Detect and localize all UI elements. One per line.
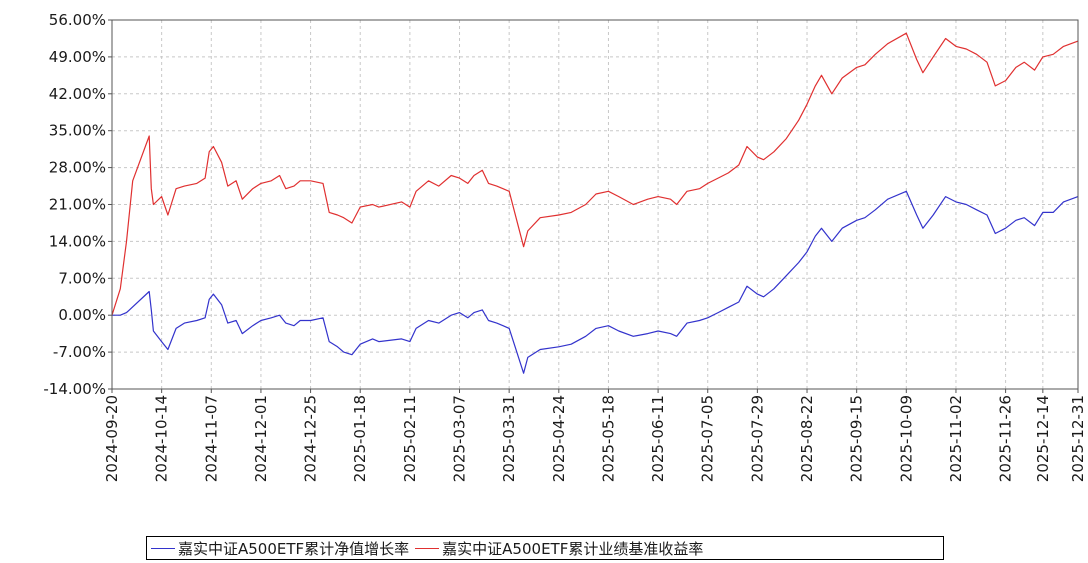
y-tick-label: 0.00%	[58, 306, 106, 324]
x-tick-label: 2025-12-31	[1069, 395, 1087, 482]
x-tick-label: 2025-11-02	[947, 395, 965, 482]
x-tick-label: 2025-03-07	[451, 395, 469, 482]
legend-label-benchmark: 嘉实中证A500ETF累计业绩基准收益率	[442, 539, 704, 558]
gridlines	[111, 19, 1079, 390]
y-tick-label: 35.00%	[49, 122, 106, 140]
x-tick-label: 2025-11-26	[997, 395, 1015, 482]
x-tick-label: 2025-09-15	[848, 395, 866, 482]
x-tick-label: 2024-11-07	[202, 395, 220, 482]
x-tick-label: 2025-04-24	[550, 395, 568, 482]
series-line-nav	[112, 190, 1079, 374]
y-tick-label: 28.00%	[49, 159, 106, 177]
legend-item-nav: 嘉实中证A500ETF累计净值增长率	[151, 538, 409, 559]
x-tick-label: 2025-06-11	[649, 395, 667, 482]
legend-label-nav: 嘉实中证A500ETF累计净值增长率	[178, 539, 410, 558]
x-tick-label: 2025-03-31	[500, 395, 518, 482]
legend-item-benchmark: 嘉实中证A500ETF累计业绩基准收益率	[415, 538, 703, 559]
x-tick-label: 2025-10-09	[897, 395, 915, 482]
legend-swatch-nav	[151, 547, 175, 549]
y-tick-label: -14.00%	[43, 380, 106, 398]
series-line-benchmark	[111, 32, 1079, 316]
x-tick-label: 2024-12-25	[302, 395, 320, 482]
series-lines	[111, 32, 1079, 374]
x-tick-label: 2024-10-14	[153, 395, 171, 482]
y-tick-label: 14.00%	[49, 232, 106, 250]
y-tick-label: 56.00%	[49, 11, 106, 29]
x-tick-label: 2024-12-01	[252, 395, 270, 482]
x-tick-label: 2025-02-11	[401, 395, 419, 482]
x-tick-label: 2025-07-29	[748, 395, 766, 482]
legend: 嘉实中证A500ETF累计净值增长率 嘉实中证A500ETF累计业绩基准收益率	[146, 536, 944, 560]
x-axis-ticks: 2024-09-20 2024-10-14 2024-11-07 2024-12-01…	[103, 389, 1087, 482]
x-tick-label: 2024-09-20	[103, 395, 121, 482]
x-tick-label: 2025-07-05	[699, 395, 717, 482]
y-axis-ticks: 56.00% 49.00% 42.00% 35.00% 28.00% 21.00% 14.0…	[43, 11, 112, 398]
y-tick-label: 49.00%	[49, 48, 106, 66]
x-tick-label: 2025-01-18	[351, 395, 369, 482]
y-tick-label: 21.00%	[49, 196, 106, 214]
x-tick-label: 2025-12-14	[1034, 395, 1052, 482]
x-tick-label: 2025-08-22	[798, 395, 816, 482]
x-tick-label: 2025-05-18	[599, 395, 617, 482]
y-tick-label: 7.00%	[58, 269, 106, 287]
y-tick-label: -7.00%	[53, 343, 106, 361]
legend-swatch-benchmark	[415, 547, 440, 549]
y-tick-label: 42.00%	[49, 85, 106, 103]
